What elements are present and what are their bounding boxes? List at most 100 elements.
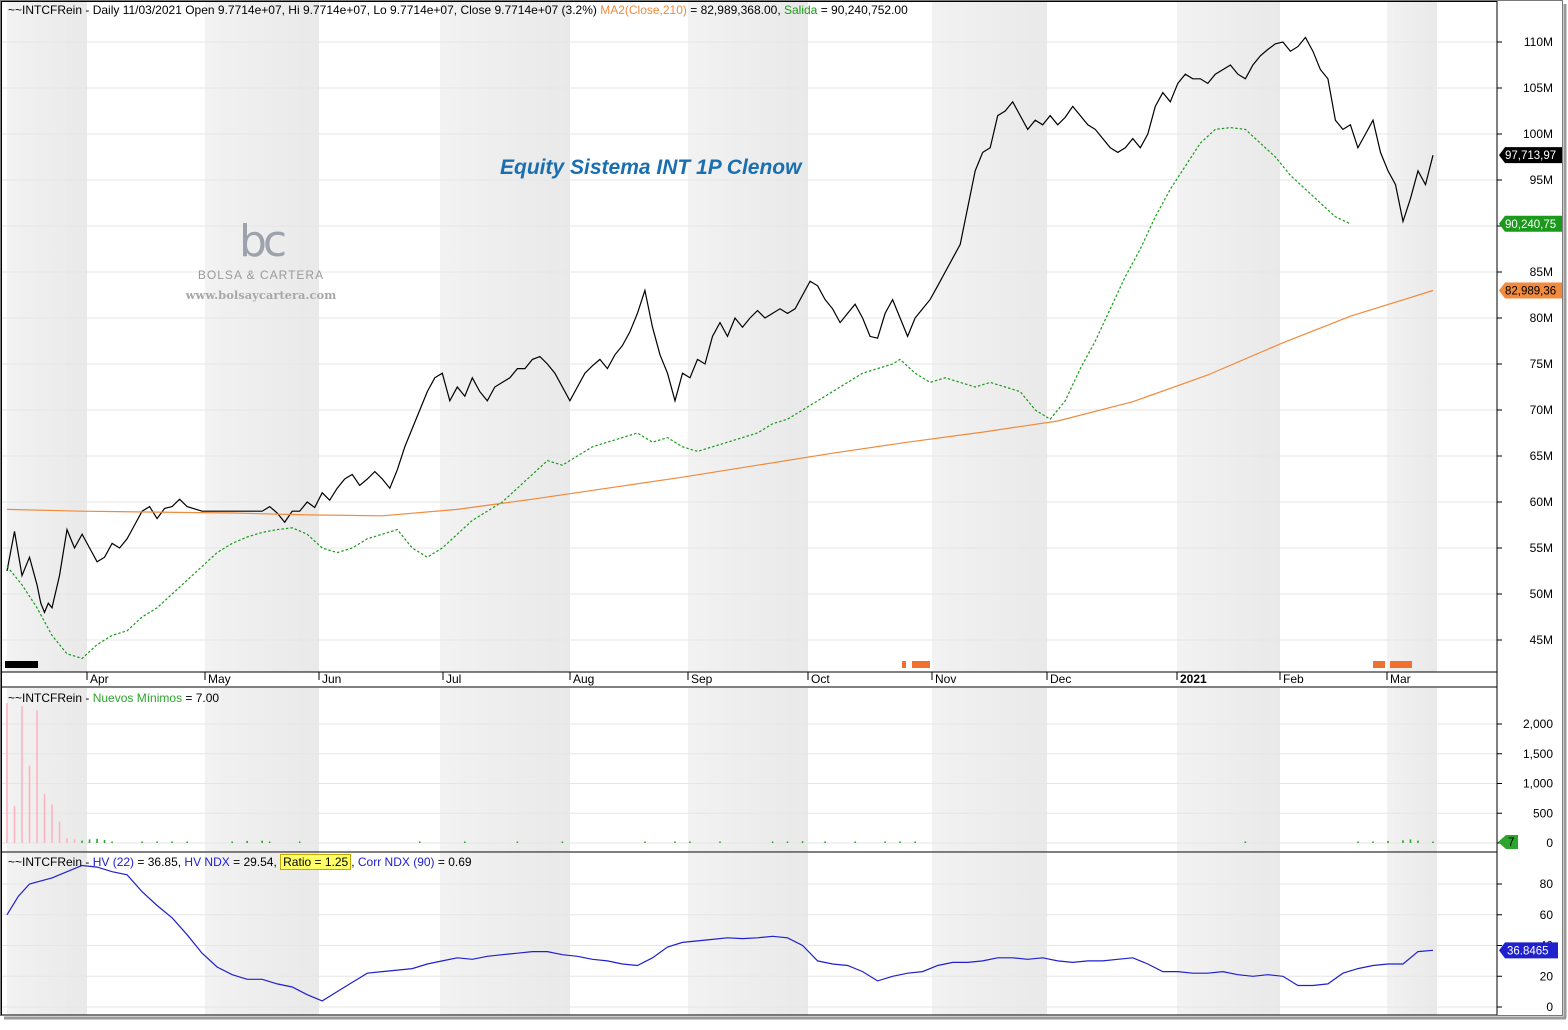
hv-value-tag-text: 36.8465 [1507,945,1549,957]
nuevos-value-tag-bg [1498,835,1518,849]
signal-marker [1390,661,1412,668]
month-shade-band [7,688,87,852]
corr-value: = 0.69 [434,855,472,869]
month-shade-band [932,1,1047,672]
y-tick-label: 60M [1530,495,1553,509]
y-tick-label: 80M [1530,311,1553,325]
hv-value-tag-bg [1499,942,1558,959]
month-shade-band [205,688,319,852]
close-value-tag-bg [1499,147,1562,164]
signal-marker [912,661,930,668]
y-tick-label: 60 [1540,908,1554,922]
ratio-badge: Ratio = 1.25 [280,854,352,870]
main-info: - Daily 11/03/2021 Open 9.7714e+07, Hi 9… [82,3,601,17]
month-shade-band [440,688,570,852]
series-line [6,864,1434,1002]
y-tick-label: 85M [1530,265,1553,279]
y-tick-label: 105M [1523,81,1553,95]
salida-value: = 90,240,752.00 [817,3,908,17]
hvndx-label: HV NDX [184,855,230,869]
month-shade-band [1387,853,1437,1015]
salida-value-tag: 90,240,75 [1499,215,1562,232]
logo-name: BOLSA & CARTERA [197,268,325,282]
hvndx-value: = 29.54, [229,855,281,869]
x-tick-label: Apr [90,672,109,686]
month-shade-band [1387,1,1437,672]
series-line [6,36,1434,614]
ma-value-tag: 82,989,36 [1499,282,1562,299]
x-tick-label: Aug [573,672,594,686]
month-shade-band [688,688,808,852]
signal-marker [902,661,906,668]
x-tick-label: Dec [1050,672,1071,686]
main-symbol: ~~INTCFRein [8,3,83,17]
series-line [6,289,1434,517]
nuevos-value: = 7.00 [182,691,220,705]
salida-label: Salida [784,3,818,17]
ma-value-tag-text: 82,989,36 [1505,285,1556,297]
main-panel-header: ~~INTCFRein - Daily 11/03/2021 Open 9.77… [8,3,908,17]
y-tick-label: 50M [1530,587,1553,601]
y-tick-label: 45M [1530,633,1553,647]
y-tick-label: 0 [1546,836,1553,850]
logo-url: www.bolsaycartera.com [185,288,337,302]
nuevos-value-tag: 7 [1498,835,1518,849]
close-value-tag-text: 97,713,97 [1505,150,1556,162]
hv-label: HV (22) [92,855,135,869]
y-tick-label: 80 [1540,877,1554,891]
salida-value-tag-bg [1499,215,1562,232]
month-shade-band [1177,1,1280,672]
month-shade-band [1177,688,1280,852]
y-tick-label: 70M [1530,403,1553,417]
x-tick-label: Jul [446,672,461,686]
nuevos-sep: - [82,691,93,705]
signal-marker [1373,661,1385,668]
x-tick-label: Jun [322,672,341,686]
month-shade-band [688,1,808,672]
month-shade-band [205,1,319,672]
x-tick-label: Feb [1283,672,1304,686]
month-shade-band [205,853,319,1015]
y-tick-label: 2,000 [1523,717,1553,731]
y-tick-label: 55M [1530,541,1553,555]
month-shade-band [688,853,808,1015]
hv-panel-header: ~~INTCFRein - HV (22) = 36.85, HV NDX = … [8,854,472,870]
close-value-tag: 97,713,97 [1499,147,1562,164]
y-tick-label: 1,000 [1523,777,1553,791]
ma-value: = 82,989,368.00, [686,3,784,17]
y-tick-label: 75M [1530,357,1553,371]
corr-label: Corr NDX (90) [357,855,435,869]
series-line [6,126,1351,660]
x-tick-label: Sep [691,672,713,686]
nuevos-value-tag-text: 7 [1508,837,1514,849]
month-shade-band [1387,688,1437,852]
month-shade-band [440,1,570,672]
nuevos-symbol: ~~INTCFRein [8,691,83,705]
y-tick-label: 20 [1540,969,1554,983]
nuevos-label: Nuevos Mínimos [92,691,183,705]
logo-mark: bc [238,216,287,267]
chart-title: Equity Sistema INT 1P Clenow [500,156,802,179]
x-tick-label: 2021 [1180,672,1207,686]
y-tick-label: 500 [1533,806,1553,820]
month-shade-band [932,688,1047,852]
y-tick-label: 0 [1546,1000,1553,1014]
hv-symbol: ~~INTCFRein [8,855,83,869]
ma-value-tag-bg [1499,282,1562,299]
month-shade-band [932,853,1047,1015]
y-tick-label: 1,500 [1523,747,1553,761]
hv-sep2: , [351,855,358,869]
x-tick-label: Mar [1390,672,1411,686]
month-shade-band [7,853,87,1015]
ma-label: MA2(Close,210) [600,3,687,17]
month-shade-band [1177,853,1280,1015]
x-tick-label: May [208,672,231,686]
hv-sep: - [82,855,93,869]
y-tick-label: 110M [1524,35,1553,49]
watermark-logo: bc BOLSA & CARTERA www.bolsaycartera.com [178,218,344,318]
y-tick-label: 65M [1530,449,1553,463]
main-panel-frame [1,1,1498,673]
hv-value-tag: 36.8465 [1499,942,1558,959]
